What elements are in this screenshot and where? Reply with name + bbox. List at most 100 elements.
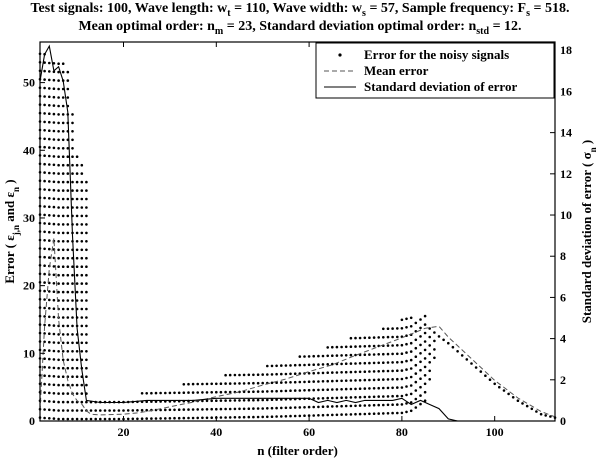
- scatter-point: [428, 361, 432, 364]
- scatter-point: [48, 332, 51, 336]
- scatter-point: [57, 96, 60, 99]
- scatter-point: [233, 416, 237, 419]
- scatter-point: [344, 379, 348, 383]
- scatter-point: [66, 350, 70, 353]
- scatter-point: [414, 389, 418, 392]
- scatter-point: [61, 180, 65, 184]
- scatter-point: [71, 155, 74, 158]
- scatter-point: [48, 104, 51, 107]
- scatter-point: [154, 391, 158, 395]
- scatter-point: [52, 366, 56, 370]
- y-right-tick-label: 8: [560, 249, 566, 263]
- scatter-point: [386, 369, 390, 373]
- scatter-point: [428, 378, 432, 381]
- scatter-point: [75, 409, 79, 412]
- scatter-point: [312, 363, 316, 367]
- scatter-point: [173, 416, 176, 420]
- scatter-point: [43, 179, 46, 183]
- scatter-point: [61, 104, 65, 108]
- scatter-point: [386, 361, 390, 364]
- scatter-point: [409, 384, 413, 387]
- scatter-point: [270, 381, 274, 385]
- scatter-point: [400, 386, 404, 389]
- scatter-point: [150, 400, 153, 403]
- scatter-point: [57, 333, 60, 336]
- scatter-point: [354, 412, 357, 416]
- scatter-point: [419, 352, 422, 355]
- scatter-point: [48, 256, 51, 259]
- scatter-point: [61, 96, 65, 99]
- scatter-point: [368, 353, 371, 356]
- scatter-point: [177, 416, 181, 420]
- scatter-point: [43, 416, 46, 420]
- scatter-point: [377, 370, 381, 373]
- scatter-point: [57, 273, 60, 277]
- scatter-point: [71, 113, 74, 116]
- scatter-point: [391, 369, 394, 373]
- scatter-point: [66, 240, 70, 243]
- scatter-point: [150, 391, 153, 395]
- scatter-point: [66, 87, 70, 91]
- scatter-point: [61, 138, 65, 142]
- scatter-point: [266, 398, 269, 402]
- scatter-point: [377, 336, 381, 339]
- scatter-point: [340, 404, 343, 408]
- scatter-point: [414, 346, 418, 350]
- scatter-point: [493, 382, 497, 386]
- scatter-point: [71, 375, 74, 379]
- scatter-point: [242, 382, 246, 385]
- scatter-point: [423, 399, 427, 403]
- plot-frame: [39, 41, 556, 422]
- scatter-point: [409, 367, 413, 370]
- scatter-point: [363, 336, 367, 340]
- mean-error-line: [39, 238, 556, 418]
- scatter-point: [419, 360, 422, 364]
- scatter-point: [187, 416, 190, 420]
- scatter-point: [145, 408, 148, 412]
- scatter-point: [423, 348, 427, 352]
- scatter-point: [61, 130, 65, 133]
- scatter-point: [382, 352, 385, 356]
- scatter-point: [321, 363, 325, 366]
- scatter-point: [61, 231, 65, 235]
- scatter-point: [75, 214, 79, 218]
- scatter-point: [43, 188, 46, 191]
- scatter-point: [66, 180, 70, 184]
- scatter-point: [386, 378, 390, 381]
- scatter-point: [43, 306, 46, 310]
- scatter-point: [131, 409, 135, 412]
- scatter-point: [61, 273, 65, 277]
- scatter-point: [66, 256, 70, 260]
- scatter-point: [238, 373, 241, 377]
- scatter-point: [61, 383, 65, 387]
- scatter-point: [321, 413, 325, 417]
- scatter-point: [52, 383, 56, 387]
- scatter-point: [331, 354, 334, 358]
- scatter-point: [48, 391, 51, 395]
- scatter-point: [423, 314, 427, 318]
- scatter-point: [108, 409, 111, 412]
- scatter-point: [57, 189, 60, 192]
- scatter-point: [48, 70, 51, 73]
- scatter-point: [85, 189, 88, 192]
- scatter-point: [363, 404, 367, 407]
- scatter-point: [205, 408, 209, 411]
- scatter-point: [382, 378, 385, 381]
- scatter-point: [396, 369, 399, 373]
- scatter-point: [85, 299, 88, 302]
- scatter-point: [187, 391, 190, 394]
- scatter-point: [66, 366, 70, 370]
- scatter-point: [57, 138, 60, 142]
- scatter-point: [71, 197, 74, 201]
- scatter-point: [224, 399, 227, 402]
- scatter-point: [85, 341, 88, 345]
- scatter-point: [66, 96, 70, 99]
- scatter-point: [280, 381, 283, 384]
- scatter-point: [52, 95, 56, 99]
- scatter-point: [43, 120, 46, 124]
- scatter-point: [80, 392, 84, 395]
- scatter-point: [219, 399, 223, 402]
- scatter-point: [66, 79, 70, 82]
- scatter-point: [405, 317, 408, 321]
